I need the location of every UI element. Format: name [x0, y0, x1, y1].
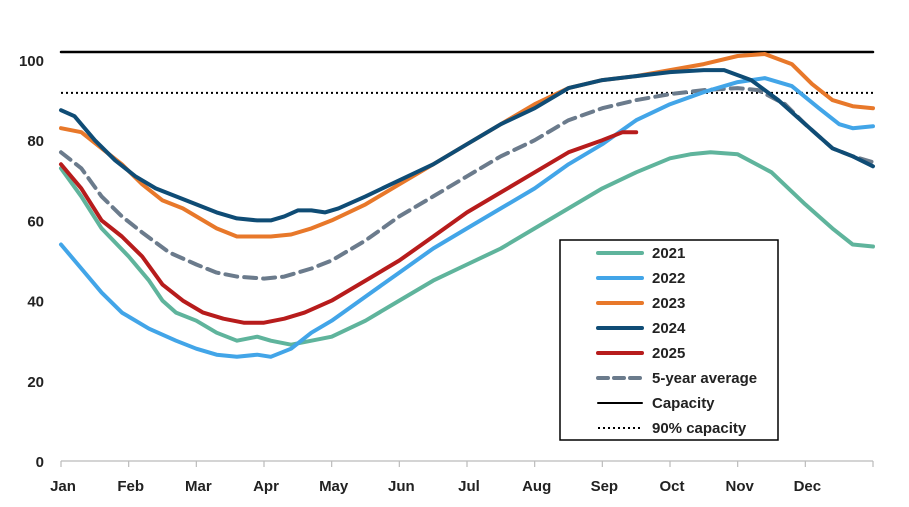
series-line-2021: [59, 150, 875, 347]
x-tick-label-oct: Oct: [659, 478, 684, 495]
x-tick-label-mar: Mar: [185, 478, 212, 495]
x-tick-label-jun: Jun: [388, 478, 415, 495]
legend-label-90-capacity: 90% capacity: [652, 420, 747, 437]
y-tick-label-0: 0: [36, 454, 44, 471]
legend-label-2024: 2024: [652, 320, 686, 337]
x-tick-label-jan: Jan: [50, 478, 76, 495]
legend: 2021 2022 2023 2024 2025 5-year average Capaci…: [559, 239, 779, 441]
x-tick-label-nov: Nov: [725, 478, 754, 495]
y-tick-label-20: 20: [27, 374, 44, 391]
x-tick-label-may: May: [319, 478, 349, 495]
x-tick-label-aug: Aug: [522, 478, 551, 495]
y-tick-label-80: 80: [27, 133, 44, 150]
legend-label-2022: 2022: [652, 270, 685, 287]
legend-label-capacity: Capacity: [652, 395, 715, 412]
y-axis: 0 20 40 60 80 100: [19, 53, 44, 471]
y-tick-label-100: 100: [19, 53, 44, 70]
x-axis: Jan Feb Mar Apr May Jun Jul Aug Sep Oct Nov Dec: [50, 460, 874, 495]
x-tick-label-feb: Feb: [117, 478, 144, 495]
y-tick-label-60: 60: [27, 213, 44, 230]
legend-label-5-year-average: 5-year average: [652, 370, 757, 387]
x-tick-label-apr: Apr: [253, 478, 279, 495]
legend-label-2023: 2023: [652, 295, 685, 312]
legend-label-2021: 2021: [652, 245, 685, 262]
x-tick-label-jul: Jul: [458, 478, 480, 495]
x-tick-label-sep: Sep: [591, 478, 619, 495]
series-lines: [59, 50, 875, 359]
series-line-2023: [59, 52, 875, 239]
series-line-2024: [59, 68, 875, 223]
series-line-2022: [59, 76, 875, 359]
legend-box: [559, 239, 779, 441]
y-tick-label-40: 40: [27, 294, 44, 311]
series-line-2025: [59, 130, 639, 325]
legend-label-2025: 2025: [652, 345, 685, 362]
x-tick-label-dec: Dec: [794, 478, 822, 495]
series-line-5-year-average: [59, 86, 875, 281]
